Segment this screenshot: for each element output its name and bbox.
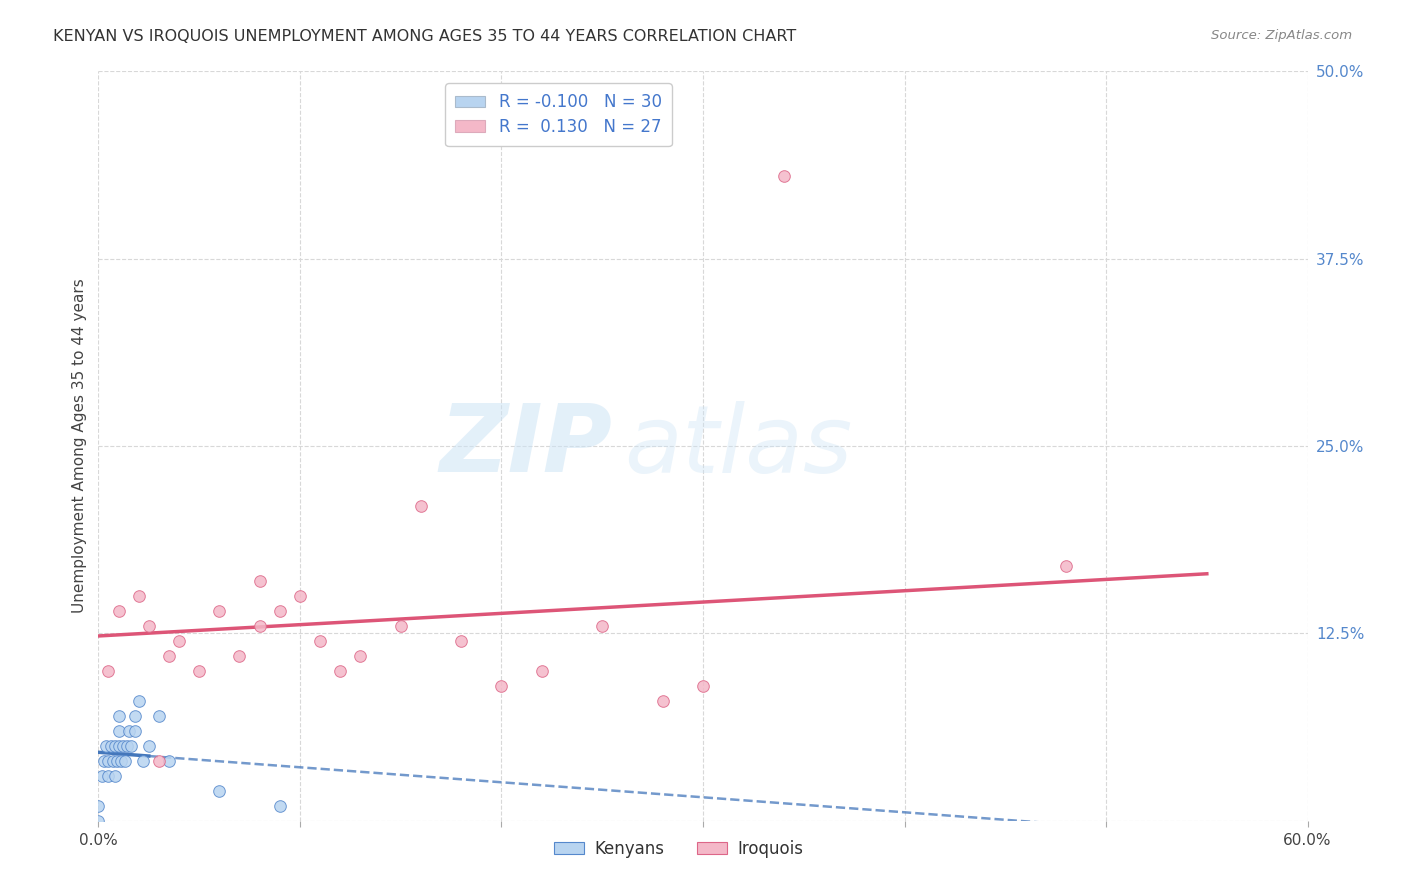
Legend: Kenyans, Iroquois: Kenyans, Iroquois	[547, 833, 810, 864]
Point	[269, 604, 291, 618]
Point	[591, 619, 613, 633]
Point	[157, 648, 180, 663]
Point	[97, 664, 120, 678]
Point	[105, 754, 128, 768]
Point	[107, 723, 129, 738]
Point	[118, 723, 141, 738]
Point	[188, 664, 211, 678]
Point	[124, 708, 146, 723]
Point	[111, 739, 134, 753]
Point	[148, 754, 170, 768]
Point	[491, 679, 513, 693]
Point	[692, 679, 714, 693]
Point	[93, 754, 115, 768]
Point	[103, 739, 125, 753]
Point	[107, 604, 129, 618]
Point	[132, 754, 155, 768]
Point	[167, 633, 190, 648]
Point	[148, 708, 170, 723]
Point	[651, 694, 673, 708]
Point	[87, 814, 110, 828]
Point	[329, 664, 352, 678]
Point	[409, 499, 432, 513]
Point	[138, 619, 160, 633]
Point	[101, 754, 124, 768]
Point	[772, 169, 794, 184]
Point	[96, 739, 118, 753]
Point	[97, 769, 120, 783]
Point	[107, 708, 129, 723]
Point	[100, 739, 122, 753]
Point	[114, 754, 136, 768]
Point	[120, 739, 142, 753]
Point	[269, 798, 291, 813]
Point	[208, 783, 231, 797]
Point	[1054, 558, 1077, 573]
Point	[249, 619, 271, 633]
Point	[138, 739, 160, 753]
Point	[97, 754, 120, 768]
Text: ZIP: ZIP	[440, 400, 613, 492]
Point	[208, 604, 231, 618]
Point	[228, 648, 250, 663]
Point	[107, 739, 129, 753]
Point	[530, 664, 553, 678]
Text: KENYAN VS IROQUOIS UNEMPLOYMENT AMONG AGES 35 TO 44 YEARS CORRELATION CHART: KENYAN VS IROQUOIS UNEMPLOYMENT AMONG AG…	[53, 29, 797, 44]
Point	[309, 633, 332, 648]
Point	[103, 769, 125, 783]
Point	[91, 769, 114, 783]
Point	[124, 723, 146, 738]
Point	[450, 633, 472, 648]
Text: Source: ZipAtlas.com: Source: ZipAtlas.com	[1212, 29, 1353, 42]
Point	[389, 619, 412, 633]
Point	[157, 754, 180, 768]
Point	[115, 739, 138, 753]
Point	[128, 694, 150, 708]
Y-axis label: Unemployment Among Ages 35 to 44 years: Unemployment Among Ages 35 to 44 years	[72, 278, 87, 614]
Point	[110, 754, 132, 768]
Point	[128, 589, 150, 603]
Text: atlas: atlas	[624, 401, 852, 491]
Point	[249, 574, 271, 588]
Point	[349, 648, 371, 663]
Point	[87, 798, 110, 813]
Point	[288, 589, 311, 603]
